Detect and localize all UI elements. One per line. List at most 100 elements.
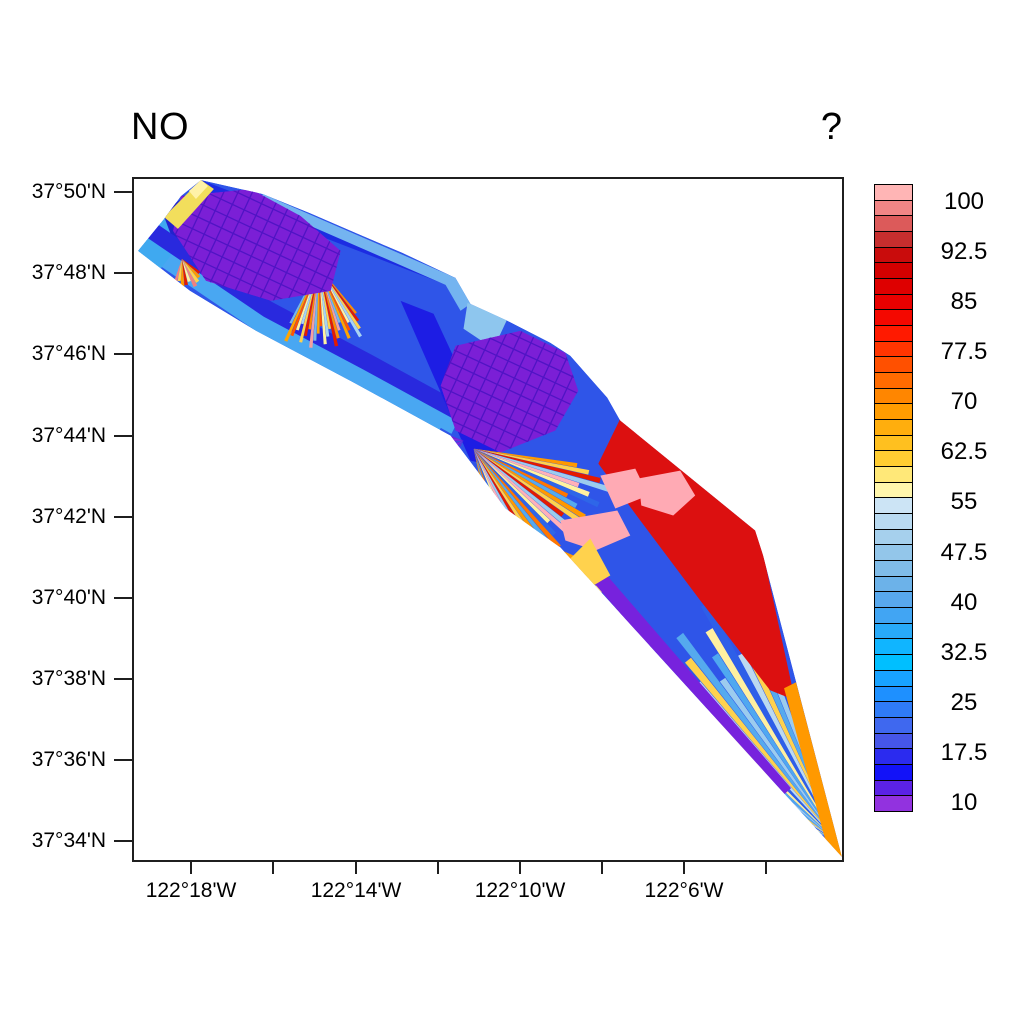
map-region-fan-mid-lower <box>473 448 612 493</box>
x-tick <box>272 861 274 874</box>
x-tick-label: 122°6'W <box>644 879 724 902</box>
colorbar-segment <box>874 199 913 217</box>
colorbar-label: 17.5 <box>940 738 988 766</box>
map-region-fan-mid-lower <box>473 448 586 520</box>
y-tick <box>114 435 133 437</box>
colorbar-segment <box>874 434 913 452</box>
map-region-city-grid-blob-east <box>440 330 579 453</box>
colorbar-label: 25 <box>950 688 978 716</box>
map-region-tail-tip-fan <box>705 628 838 843</box>
map-region-tail-tip-fan <box>719 677 838 843</box>
map-region-fan-mid-lower <box>473 448 578 542</box>
y-tick-label: 37°48'N <box>31 261 106 284</box>
colorbar-label: 32.5 <box>940 638 988 666</box>
y-tick <box>114 597 133 599</box>
map-region-fan-left-small <box>173 258 182 284</box>
map-region-orange-east-edge <box>784 682 842 858</box>
y-tick <box>114 678 133 680</box>
x-tick <box>683 861 685 874</box>
colorbar-segment <box>874 638 913 656</box>
x-tick <box>519 861 521 874</box>
colorbar-segment <box>874 544 913 562</box>
map-region-blob2-fringe-fan <box>439 427 464 441</box>
colorbar-segment <box>874 466 913 483</box>
map-region-fan-left-small <box>181 258 200 283</box>
colorbar-segment <box>874 231 913 248</box>
y-tick-label: 37°40'N <box>31 586 106 609</box>
x-tick <box>355 861 357 874</box>
colorbar-segment <box>874 215 913 233</box>
colorbar-segment <box>874 591 913 609</box>
colorbar-segment <box>874 450 913 468</box>
colorbar-segment <box>874 293 913 311</box>
map-region-fan-mid-lower <box>473 448 565 517</box>
x-tick <box>437 861 439 874</box>
map-region-fan-mid-lower <box>473 448 557 536</box>
map-region-blob2-fringe-fan <box>441 440 464 459</box>
colorbar-segment <box>874 419 913 436</box>
map-region-fan-mid-lower <box>473 448 561 550</box>
map-region-fan-mid-lower <box>473 448 569 498</box>
colorbar-label: 100 <box>943 188 985 215</box>
map-region-fan-mid-lower <box>473 448 551 524</box>
colorbar-segment <box>874 575 913 593</box>
units-label: ? <box>820 106 842 148</box>
colorbar-segment <box>874 497 913 515</box>
colorbar-segment <box>874 309 913 327</box>
map-region-pink-patch-1 <box>638 470 696 516</box>
map-region-fan-mid-lower <box>473 448 578 509</box>
map-region-fan-mid-lower <box>473 448 565 563</box>
colorbar-label: 92.5 <box>940 238 988 266</box>
map-region-fan-mid-lower <box>473 448 600 508</box>
map-region-pink-patch-3 <box>600 468 649 509</box>
map-region-blob2-fringe-fan <box>446 440 464 459</box>
colorbar-segment <box>874 184 913 201</box>
colorbar-segment <box>874 325 913 342</box>
map-region-tail-tip-fan <box>676 632 838 843</box>
map-region-pink-patch-2 <box>560 510 631 551</box>
colorbar-label: 77.5 <box>940 338 988 366</box>
colorbar-segment <box>874 356 913 374</box>
colorbar-label: 55 <box>950 488 978 516</box>
y-tick <box>114 272 133 274</box>
colorbar-segment <box>874 779 913 797</box>
colorbar-segment <box>874 403 913 421</box>
y-tick-label: 37°42'N <box>31 505 106 528</box>
map-region-tail-violet-stripe <box>581 558 792 799</box>
map-region-fan-left-small <box>180 258 185 289</box>
colorbar-segment <box>874 387 913 405</box>
map-region-fan-left-small <box>181 258 198 288</box>
colorbar-segment <box>874 528 913 546</box>
map-region-fan-mid-lower <box>473 448 594 532</box>
map-region-fan-mid-lower <box>473 448 580 488</box>
colorbar-label: 85 <box>950 288 978 316</box>
colorbar-segment <box>874 246 913 264</box>
y-tick <box>114 840 133 842</box>
map-region-fan-mid-lower <box>473 448 601 484</box>
map-region-fan-mid-lower <box>473 448 541 541</box>
map-region-fan-mid-lower <box>473 448 572 529</box>
y-tick-label: 37°34'N <box>31 829 106 852</box>
colorbar-segment <box>874 340 913 358</box>
map-region-fan-left-small <box>181 258 189 286</box>
map-heatmap <box>138 179 842 858</box>
x-tick <box>190 861 192 874</box>
colorbar-segment <box>874 654 913 671</box>
colorbar-segment <box>874 560 913 577</box>
colorbar <box>874 184 913 812</box>
colorbar-label: 40 <box>950 588 978 616</box>
map-region-nw-pale-tip <box>188 179 208 199</box>
colorbar-label: 62.5 <box>940 438 988 466</box>
page-title: NO <box>131 106 189 148</box>
colorbar-segment <box>874 763 913 781</box>
x-tick-label: 122°14'W <box>310 879 402 902</box>
y-tick-label: 37°38'N <box>31 667 106 690</box>
map-region-fan-left-small <box>181 258 201 279</box>
colorbar-segment <box>874 481 913 499</box>
y-tick <box>114 516 133 518</box>
colorbar-segment <box>874 278 913 295</box>
map-region-fan-left-small <box>181 258 191 282</box>
colorbar-segment <box>874 748 913 765</box>
map-region-fan-left-small <box>177 258 182 282</box>
colorbar-segment <box>874 607 913 624</box>
